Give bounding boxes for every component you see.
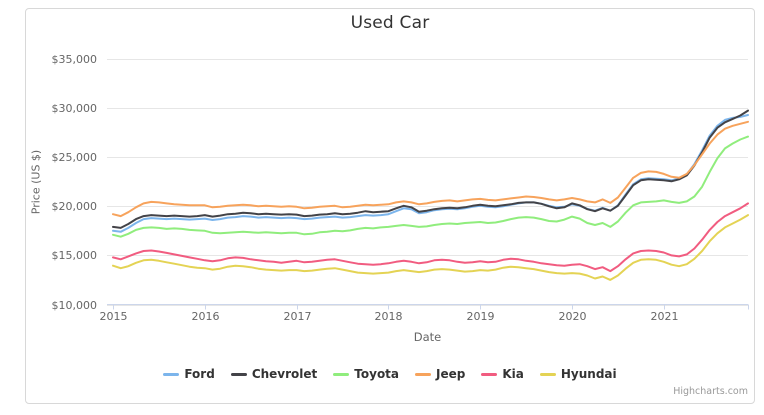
y-axis-label: $10,000 (51, 298, 98, 312)
legend-label: Ford (184, 367, 215, 381)
legend-item-jeep[interactable]: Jeep (415, 367, 465, 381)
legend: Ford Chevrolet Toyota Jeep Kia Hyundai (25, 367, 755, 381)
legend-item-ford[interactable]: Ford (163, 367, 215, 381)
legend-label: Hyundai (560, 367, 617, 381)
highcharts-credit[interactable]: Highcharts.com (673, 386, 748, 397)
x-axis-label: 2015 (99, 310, 128, 323)
line-marker-icon (230, 372, 247, 376)
legend-item-toyota[interactable]: Toyota (333, 367, 399, 381)
x-axis-label: 2016 (191, 310, 220, 323)
line-marker-icon (163, 372, 180, 376)
y-axis-label: $30,000 (51, 101, 98, 115)
legend-label: Kia (502, 367, 524, 381)
legend-item-kia[interactable]: Kia (481, 367, 524, 381)
legend-label: Chevrolet (251, 367, 318, 381)
x-axis-title: Date (413, 330, 442, 344)
chart-panel (25, 8, 755, 404)
legend-label: Jeep (436, 367, 466, 381)
legend-label: Toyota (354, 367, 400, 381)
y-axis-label: $25,000 (51, 150, 98, 164)
legend-item-chevrolet[interactable]: Chevrolet (230, 367, 318, 381)
y-axis-label: $35,000 (51, 52, 98, 66)
chart-title: Used Car (350, 13, 430, 33)
line-marker-icon (333, 372, 350, 376)
line-marker-icon (481, 372, 498, 376)
x-axis-label: 2019 (466, 310, 495, 323)
y-axis-label: $15,000 (51, 248, 98, 262)
x-axis-label: 2020 (558, 310, 587, 323)
y-axis-label: $20,000 (51, 199, 98, 213)
x-axis-label: 2017 (283, 310, 312, 323)
line-marker-icon (539, 372, 556, 376)
x-axis-label: 2018 (374, 310, 403, 323)
legend-item-hyundai[interactable]: Hyundai (539, 367, 617, 381)
line-marker-icon (415, 372, 432, 376)
x-axis-label: 2021 (650, 310, 679, 323)
